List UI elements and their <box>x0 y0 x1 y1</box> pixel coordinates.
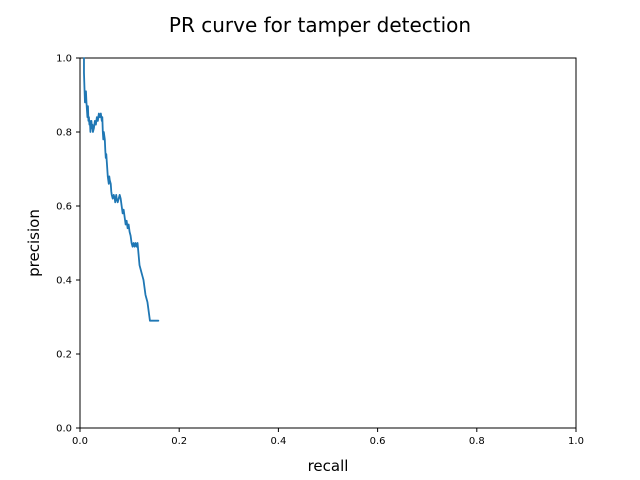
y-tick-label: 0.8 <box>56 128 72 139</box>
y-tick-label: 1.0 <box>56 54 72 65</box>
y-tick-label: 0.0 <box>56 424 72 435</box>
x-tick-label: 0.6 <box>370 436 386 447</box>
x-tick-label: 1.0 <box>568 436 584 447</box>
x-axis-label: recall <box>308 457 349 475</box>
y-axis-label: precision <box>25 209 43 277</box>
x-tick-label: 0.0 <box>72 436 88 447</box>
x-tick-label: 0.2 <box>171 436 187 447</box>
x-axis: 0.0 0.2 0.4 0.6 0.8 1.0 <box>72 428 584 447</box>
y-tick-label: 0.2 <box>56 350 72 361</box>
y-tick-label: 0.4 <box>56 276 72 287</box>
plot-area <box>79 57 577 429</box>
x-tick-label: 0.4 <box>270 436 286 447</box>
precision-recall-line <box>83 57 160 322</box>
y-axis: 0.0 0.2 0.4 0.6 0.8 1.0 <box>56 54 80 435</box>
x-tick-label: 0.8 <box>469 436 485 447</box>
chart-title: PR curve for tamper detection <box>169 13 471 37</box>
y-tick-label: 0.6 <box>56 202 72 213</box>
